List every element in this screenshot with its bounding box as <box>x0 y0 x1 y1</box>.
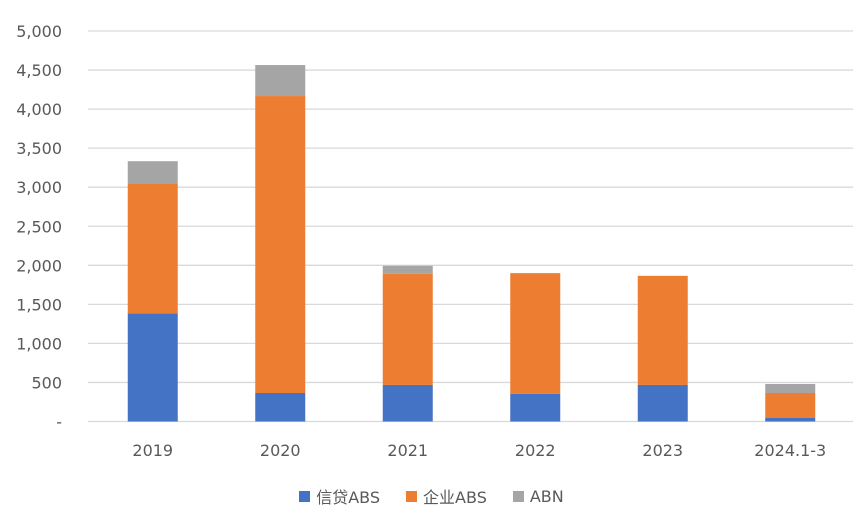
bar-segment-2024.1-3-0 <box>765 417 816 422</box>
x-tick-label: 2023 <box>642 441 683 460</box>
legend-label: 企业ABS <box>423 488 487 507</box>
legend-item: 企业ABS <box>406 484 487 508</box>
bar-segment-2019-2 <box>127 161 178 184</box>
x-tick-label: 2024.1-3 <box>754 441 826 460</box>
bar-segment-2020-0 <box>255 392 306 422</box>
bar-segment-2024.1-3-1 <box>765 392 816 418</box>
x-tick-label: 2021 <box>387 441 428 460</box>
legend-label: 信贷ABS <box>316 488 381 507</box>
legend-swatch <box>512 490 524 502</box>
y-tick-label: 4,000 <box>16 100 62 119</box>
bar-segment-2023-1 <box>637 275 688 385</box>
y-tick-label: 3,000 <box>16 178 62 197</box>
legend: 信贷ABS 企业ABS ABN <box>0 484 863 508</box>
gridlines <box>88 30 853 423</box>
legend-swatch <box>299 490 311 502</box>
legend-item: ABN <box>512 484 564 508</box>
y-tick-label: 2,500 <box>16 217 62 236</box>
bar-segment-2021-2 <box>382 265 433 274</box>
legend-swatch <box>406 490 418 502</box>
x-tick-label: 2022 <box>515 441 556 460</box>
bars <box>127 65 816 422</box>
x-tick-label: 2019 <box>132 441 173 460</box>
x-axis-ticks: 2019 2020 2021 2022 2023 2024.1-3 <box>132 441 826 460</box>
bar-segment-2021-1 <box>382 273 433 385</box>
y-tick-label: 3,500 <box>16 139 62 158</box>
bar-segment-2020-2 <box>255 65 306 97</box>
bar-segment-2022-0 <box>510 393 561 422</box>
y-tick-label: 1,000 <box>16 334 62 353</box>
bar-segment-2021-0 <box>382 384 433 422</box>
bar-segment-2023-0 <box>637 384 688 422</box>
bar-segment-2020-1 <box>255 96 306 393</box>
y-tick-label: 4,500 <box>16 61 62 80</box>
bar-segment-2022-1 <box>510 273 561 394</box>
legend-item: 信贷ABS <box>299 484 380 508</box>
legend-label: ABN <box>529 486 564 506</box>
bar-segment-2019-1 <box>127 183 178 314</box>
y-tick-label: 5,000 <box>16 22 62 41</box>
y-tick-label: 500 <box>31 373 62 392</box>
y-tick-label: 1,500 <box>16 295 62 314</box>
x-tick-label: 2020 <box>260 441 301 460</box>
y-axis-ticks: - 500 1,000 1,500 2,000 2,500 3,000 3,500 4,000 4… <box>16 22 62 432</box>
y-tick-label: - <box>56 413 62 432</box>
y-tick-label: 2,000 <box>16 256 62 275</box>
bar-segment-2024.1-3-2 <box>765 383 816 393</box>
bar-segment-2019-0 <box>127 313 178 422</box>
